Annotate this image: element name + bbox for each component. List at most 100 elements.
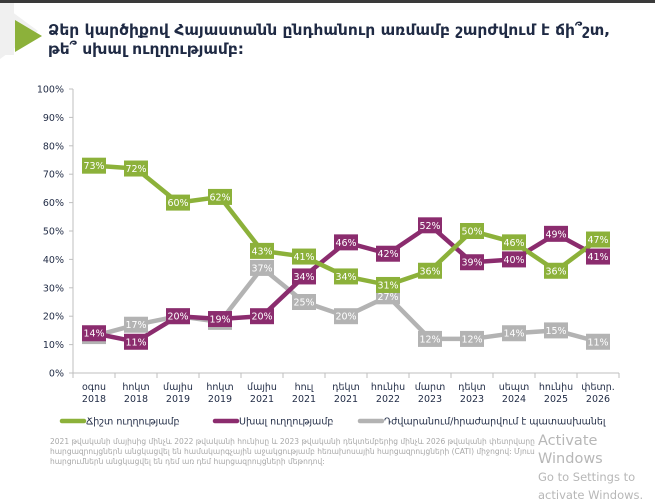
data-point-1: 52% bbox=[418, 217, 442, 234]
data-label: 20% bbox=[167, 312, 188, 323]
data-label: 14% bbox=[83, 329, 104, 340]
data-point-1: 39% bbox=[460, 254, 484, 271]
x-tick-label-month: հոկտ bbox=[206, 382, 233, 393]
x-tick-label-month: մայիս bbox=[163, 382, 193, 393]
watermark-line-2: Go to Settings to activate Windows. bbox=[538, 470, 644, 502]
data-point-1: 42% bbox=[376, 245, 400, 262]
data-label-box bbox=[208, 311, 232, 328]
data-label: 14% bbox=[503, 329, 524, 340]
data-label: 62% bbox=[209, 192, 230, 203]
play-triangle-icon bbox=[15, 20, 42, 52]
x-tick-label: մայիս 2019 bbox=[163, 382, 193, 405]
y-tick-label: 0% bbox=[49, 369, 64, 380]
watermark-line-1: Activate Windows bbox=[538, 433, 603, 467]
data-point-0: 43% bbox=[250, 242, 274, 259]
data-point-0: 50% bbox=[460, 223, 484, 239]
data-point-2: 20% bbox=[334, 308, 358, 325]
data-label-box bbox=[544, 322, 568, 339]
data-label-box bbox=[166, 308, 190, 325]
data-label: 20% bbox=[335, 312, 356, 323]
x-tick-label-month: հոկտ bbox=[122, 382, 149, 393]
data-label: 73% bbox=[83, 161, 104, 172]
data-label-box bbox=[502, 234, 526, 251]
data-label-box bbox=[124, 316, 148, 333]
data-label-box bbox=[166, 194, 190, 211]
data-label: 43% bbox=[251, 246, 272, 257]
data-point-2: 14% bbox=[502, 325, 526, 342]
data-point-2: 12% bbox=[418, 330, 442, 347]
data-label-box bbox=[418, 330, 442, 347]
data-point-0: 31% bbox=[376, 276, 400, 293]
x-tick-label: սեպտ 2024 bbox=[499, 382, 530, 405]
data-point-1: 20% bbox=[250, 308, 274, 325]
data-label-box bbox=[124, 160, 148, 177]
x-tick-label-month: սեպտ bbox=[499, 382, 530, 393]
data-label-box bbox=[502, 325, 526, 342]
x-tick-label-year: 2023 bbox=[460, 394, 484, 405]
x-tick-label-year: 2024 bbox=[502, 394, 526, 405]
chart-title: Ձեր կարծիքով Հայաստանն ընդհանուր առմամբ … bbox=[48, 21, 611, 58]
x-tick-label-month: հունիս bbox=[539, 382, 573, 393]
data-label: 52% bbox=[419, 221, 440, 232]
y-tick-label: 70% bbox=[43, 170, 64, 181]
data-label-box bbox=[250, 308, 274, 325]
data-label-box bbox=[544, 262, 568, 279]
data-point-1: 41% bbox=[586, 248, 610, 265]
data-point-2: 37% bbox=[250, 259, 274, 276]
data-label-box bbox=[82, 325, 106, 342]
x-tick-label-year: 2018 bbox=[82, 394, 106, 405]
legend-label: Սխալ ուղղությամբ bbox=[239, 417, 333, 428]
data-label: 20% bbox=[251, 312, 272, 323]
data-label-box bbox=[292, 248, 316, 265]
footnote: 2021 թվականի մայիսից մինչև 2022 թվականի … bbox=[50, 437, 535, 466]
data-label: 27% bbox=[377, 292, 398, 303]
legend-item-2: Դժվարանում/հրաժարվում է պատասխանել bbox=[357, 417, 606, 428]
data-point-2: 12% bbox=[460, 330, 484, 347]
data-point-0: 60% bbox=[166, 194, 190, 211]
data-point-1: 20% bbox=[166, 308, 190, 325]
data-label-box bbox=[334, 268, 358, 285]
x-tick-label-year: 2026 bbox=[586, 394, 610, 405]
x-tick-label: դեկտ 2021 bbox=[332, 382, 360, 405]
y-tick-label: 50% bbox=[43, 227, 64, 238]
x-tick-label-month: օգոս bbox=[82, 382, 106, 393]
data-label: 12% bbox=[419, 334, 440, 345]
x-tick-label-year: 2019 bbox=[166, 394, 190, 405]
data-label: 11% bbox=[125, 337, 146, 348]
y-tick-label: 10% bbox=[43, 340, 64, 351]
x-tick-label: օգոս 2018 bbox=[82, 382, 106, 405]
data-label: 47% bbox=[587, 235, 608, 246]
x-tick-label: մարտ 2023 bbox=[415, 382, 446, 405]
x-tick-label-month: փետր. bbox=[581, 382, 615, 393]
data-label: 36% bbox=[419, 266, 440, 277]
data-point-1: 40% bbox=[502, 251, 526, 268]
data-label-box bbox=[418, 262, 442, 279]
data-point-1: 34% bbox=[292, 268, 316, 285]
data-label: 46% bbox=[503, 238, 524, 249]
data-label: 17% bbox=[125, 320, 146, 331]
x-tick-label: հոկտ 2019 bbox=[206, 382, 233, 405]
data-point-1: 46% bbox=[334, 234, 358, 251]
x-tick-label-month: հունիս bbox=[371, 382, 405, 393]
data-point-1: 11% bbox=[124, 333, 148, 350]
data-label: 12% bbox=[461, 334, 482, 345]
data-point-2: 11% bbox=[586, 333, 610, 350]
x-tick-label: հուլ 2021 bbox=[292, 382, 316, 405]
x-tick-label-year: 2019 bbox=[208, 394, 232, 405]
data-label: 46% bbox=[335, 238, 356, 249]
data-label-box bbox=[124, 333, 148, 350]
data-label: 15% bbox=[545, 326, 566, 337]
activate-windows-watermark: Activate Windows Go to Settings to activ… bbox=[538, 432, 655, 504]
data-label-box bbox=[82, 157, 106, 174]
data-point-0: 62% bbox=[208, 188, 232, 205]
y-tick-label: 40% bbox=[43, 255, 64, 266]
data-label-box bbox=[208, 188, 232, 205]
data-label-box bbox=[334, 308, 358, 325]
x-tick-label-month: հուլ bbox=[295, 382, 314, 393]
data-point-0: 73% bbox=[82, 157, 106, 174]
x-tick-label: փետր. 2026 bbox=[581, 382, 615, 405]
y-tick-label: 30% bbox=[43, 283, 64, 294]
line-chart: 0%10%20%30%40%50%60%70%80%90%100%օգոս 201… bbox=[37, 85, 620, 428]
data-label-box bbox=[544, 225, 568, 242]
data-label: 34% bbox=[335, 272, 356, 283]
